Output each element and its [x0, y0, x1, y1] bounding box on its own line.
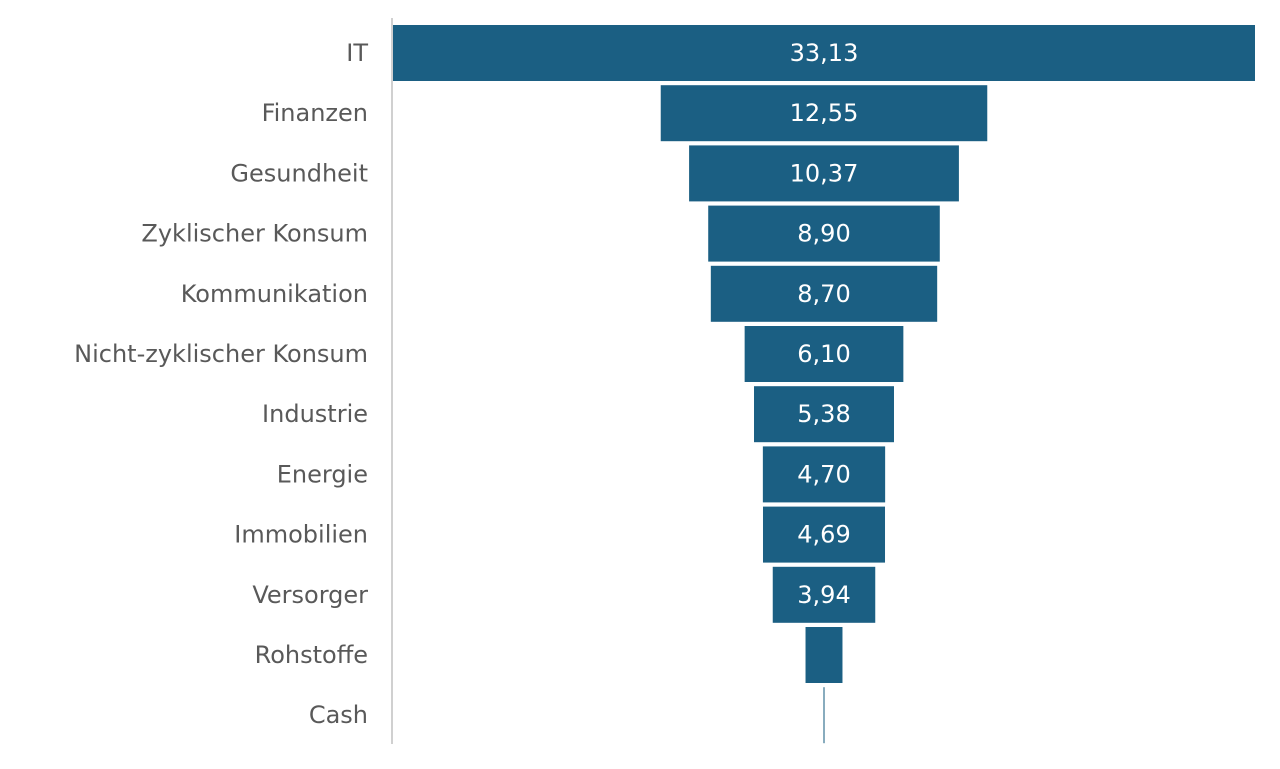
funnel-bar — [708, 205, 940, 262]
category-label: Gesundheit — [230, 159, 368, 187]
value-label: 8,70 — [797, 280, 850, 308]
value-label: 33,13 — [790, 39, 859, 67]
funnel-bar — [754, 386, 894, 443]
value-label: 4,69 — [797, 521, 850, 549]
value-label: 6,10 — [797, 340, 850, 368]
category-label: Nicht-zyklischer Konsum — [74, 340, 368, 368]
funnel-bar — [762, 506, 886, 563]
category-label: Immobilien — [234, 521, 368, 549]
value-label: 8,90 — [797, 220, 850, 248]
value-label: 10,37 — [790, 159, 859, 187]
category-label: Rohstoffe — [255, 641, 368, 669]
funnel-bar — [805, 627, 843, 683]
funnel-bar — [762, 446, 886, 503]
value-label: 5,38 — [797, 400, 850, 428]
category-label: Zyklischer Konsum — [141, 220, 368, 248]
funnel-bar — [393, 25, 1255, 81]
value-label: 3,94 — [797, 581, 850, 609]
category-label: Industrie — [262, 400, 368, 428]
funnel-bar — [710, 265, 938, 322]
funnel-bar — [772, 566, 876, 623]
value-label: 12,55 — [790, 99, 859, 127]
category-label: Versorger — [252, 581, 368, 609]
category-label: Cash — [309, 701, 368, 729]
funnel-bar — [689, 145, 959, 202]
value-label: 4,70 — [797, 460, 850, 488]
category-label: IT — [346, 39, 368, 67]
category-label: Finanzen — [262, 99, 368, 127]
funnel-bar — [660, 85, 988, 142]
funnel-bar — [823, 687, 825, 744]
funnel-bar — [744, 326, 904, 382]
category-label: Kommunikation — [181, 280, 368, 308]
category-label: Energie — [277, 460, 368, 488]
